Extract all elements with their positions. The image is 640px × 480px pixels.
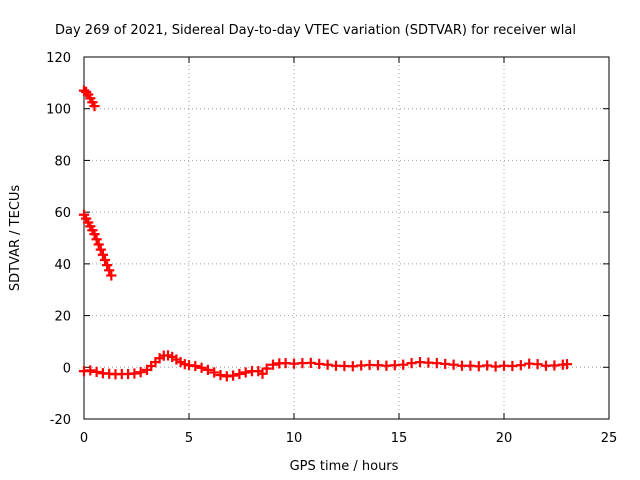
data-point-45 <box>215 369 226 381</box>
data-point-49 <box>240 367 251 378</box>
grid-lines <box>84 57 609 419</box>
data-point-21 <box>85 365 96 376</box>
y-tick-label-3: 40 <box>54 258 71 273</box>
data-point-13 <box>93 239 104 250</box>
y-tick-label-4: 60 <box>54 206 71 221</box>
data-point-69 <box>389 360 400 371</box>
data-point-15 <box>97 249 109 260</box>
data-point-22 <box>91 366 102 378</box>
data-point-60 <box>314 358 325 370</box>
data-point-78 <box>465 360 476 371</box>
data-point-74 <box>431 358 442 369</box>
data-point-52 <box>257 368 268 379</box>
data-point-68 <box>381 360 392 371</box>
y-tick-label-1: 0 <box>63 361 71 376</box>
data-point-61 <box>322 359 333 370</box>
data-point-56 <box>280 358 291 369</box>
data-point-14 <box>95 244 106 255</box>
data-point-80 <box>482 360 493 371</box>
data-point-28 <box>129 368 140 379</box>
x-tick-label-1: 5 <box>185 431 193 446</box>
data-point-59 <box>305 357 316 368</box>
data-point-64 <box>347 361 358 372</box>
data-point-67 <box>372 360 384 371</box>
data-point-75 <box>440 358 451 370</box>
data-point-70 <box>398 359 409 370</box>
x-tick-label-2: 10 <box>286 431 303 446</box>
data-point-71 <box>406 358 417 369</box>
y-tick-label-7: 120 <box>46 51 71 66</box>
data-point-47 <box>228 370 239 381</box>
y-tick-label-6: 100 <box>46 103 71 118</box>
data-point-65 <box>356 360 367 371</box>
chart-title: Day 269 of 2021, Sidereal Day-to-day VTE… <box>55 23 576 38</box>
data-point-19 <box>106 270 117 281</box>
data-point-79 <box>473 361 484 372</box>
data-point-43 <box>202 364 213 375</box>
data-point-72 <box>414 357 426 368</box>
data-point-58 <box>297 358 308 369</box>
x-tick-label-3: 15 <box>391 431 408 446</box>
data-point-29 <box>135 367 146 378</box>
data-point-90 <box>561 359 573 370</box>
data-point-11 <box>89 229 100 240</box>
data-point-84 <box>515 360 526 371</box>
data-point-5 <box>89 101 100 112</box>
y-axis-label: SDTVAR / TECUs <box>8 185 23 292</box>
data-point-77 <box>456 360 468 371</box>
data-point-44 <box>209 367 220 378</box>
y-tick-label-0: -20 <box>50 413 71 428</box>
data-point-88 <box>549 360 560 371</box>
x-axis-label: GPS time / hours <box>290 459 399 474</box>
data-point-35 <box>162 350 174 361</box>
data-point-66 <box>364 359 375 371</box>
data-point-63 <box>339 360 350 372</box>
data-point-73 <box>423 357 434 368</box>
data-point-82 <box>498 360 510 371</box>
data-point-86 <box>532 359 543 370</box>
data-point-16 <box>99 254 111 266</box>
x-tick-label-0: 0 <box>80 431 88 446</box>
x-tick-label-5: 25 <box>601 431 618 446</box>
y-tick-label-5: 80 <box>54 154 71 169</box>
data-point-87 <box>540 360 552 371</box>
data-point-85 <box>524 358 535 369</box>
y-tick-label-2: 20 <box>54 310 71 325</box>
data-point-83 <box>507 360 518 372</box>
data-point-30 <box>141 364 153 375</box>
data-point-12 <box>91 234 102 245</box>
data-point-18 <box>104 265 115 276</box>
data-point-81 <box>490 361 501 372</box>
series-sdtvar <box>78 85 573 382</box>
data-point-42 <box>196 362 207 373</box>
data-point-54 <box>267 359 279 370</box>
data-point-62 <box>330 360 342 371</box>
data-point-76 <box>448 359 459 370</box>
data-point-31 <box>146 360 157 372</box>
axis-ticks: 0 5 10 15 20 25 -20 0 20 40 60 80 100 120 <box>46 51 617 446</box>
plot-border <box>83 56 610 420</box>
plot-frame <box>83 56 610 420</box>
data-point-41 <box>190 360 201 372</box>
x-tick-label-4: 20 <box>496 431 513 446</box>
data-point-48 <box>234 368 245 380</box>
data-point-17 <box>101 260 113 271</box>
data-point-53 <box>261 363 272 374</box>
data-point-57 <box>288 358 300 369</box>
data-point-32 <box>150 357 161 368</box>
